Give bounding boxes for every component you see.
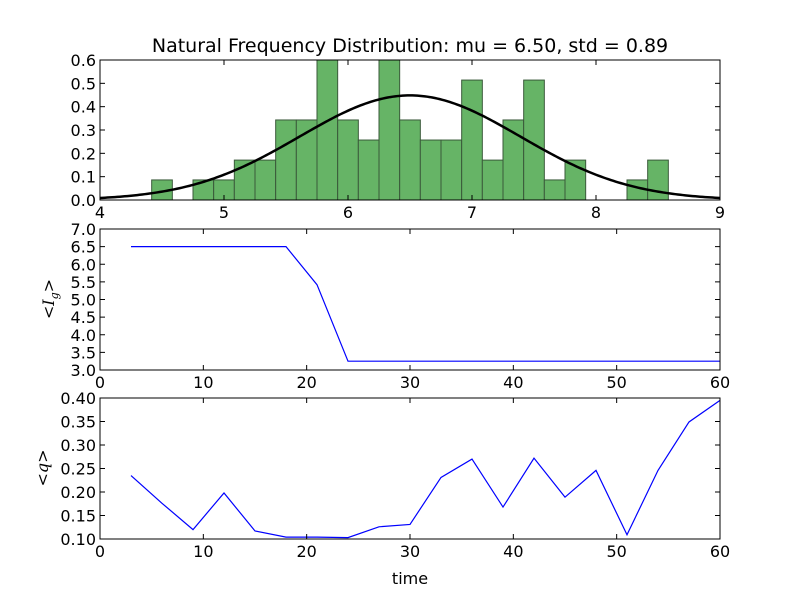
histogram-bar: [543, 179, 566, 201]
y-tick-label: 5.5: [71, 273, 96, 292]
x-tick-label: 6: [343, 203, 353, 222]
axes-frame: [99, 228, 721, 371]
histogram-bar: [357, 139, 380, 201]
histogram-bar: [461, 79, 483, 201]
histogram-bar: [481, 159, 504, 201]
y-axis-label-ig: <Ig>: [39, 279, 61, 319]
histogram-bar: [440, 139, 463, 201]
y-tick-label: 0.40: [60, 389, 96, 408]
ig-panel: 0 10 20 30 40 50 60 3.03.54.04.55.05.56.06.57.0: [71, 220, 731, 392]
histogram-bar: [378, 59, 401, 201]
y-tick-label: 0.6: [71, 51, 96, 70]
x-tick-label: 20: [296, 373, 316, 392]
series-line: [130, 399, 721, 539]
x-tick-label: 0: [95, 542, 105, 561]
y-tick-label: 4.5: [71, 308, 96, 327]
x-tick-label: 0: [95, 373, 105, 392]
x-tick-label: 30: [400, 542, 420, 561]
y-tick-label: 5.0: [71, 291, 96, 310]
histogram-bar: [316, 59, 339, 201]
x-tick-label: 5: [219, 203, 229, 222]
x-tick-label: 60: [710, 542, 730, 561]
y-tick-label: 0.2: [71, 144, 96, 163]
x-tick-label: 30: [400, 373, 420, 392]
y-tick-label: 0.4: [71, 98, 96, 117]
histogram-bar: [275, 119, 297, 201]
histogram-bar: [337, 119, 359, 201]
y-tick-label: 3.0: [71, 361, 96, 380]
x-tick-label: 40: [503, 373, 523, 392]
x-tick-label: 4: [95, 203, 105, 222]
x-tick-label: 9: [715, 203, 725, 222]
chart-title: Natural Frequency Distribution: mu = 6.5…: [152, 35, 668, 57]
y-tick-label: 0.25: [60, 460, 96, 479]
y-tick-label: 0.30: [60, 436, 96, 455]
x-tick-label: 20: [296, 542, 316, 561]
y-tick-label: 0.3: [71, 121, 96, 140]
x-tick-label: 7: [467, 203, 477, 222]
histogram-bar: [419, 139, 442, 201]
histogram-panel: 4 5 6 7 8 9 0.0 0.1 0.2 0.3 0.4 0.5 0.6: [71, 51, 726, 222]
x-tick-label: 60: [710, 373, 730, 392]
y-tick-label: 6.5: [71, 238, 96, 257]
x-tick-label: 10: [193, 373, 213, 392]
q-panel: 0 10 20 30 40 50 60 0.10 0.15 0.20 0.25 0.30 0.35 0.4…: [60, 389, 730, 561]
y-tick-label: 4.0: [71, 326, 96, 345]
x-tick-label: 40: [503, 542, 523, 561]
x-tick-label: 50: [606, 542, 626, 561]
normal-pdf-curve: [99, 94, 721, 200]
histogram-bar: [399, 119, 421, 201]
x-tick-label: 8: [591, 203, 601, 222]
histogram-bar: [254, 159, 277, 201]
y-axis-label-q: <q>: [33, 449, 52, 486]
y-tick-label: 0.35: [60, 413, 96, 432]
y-tick-label: 0.1: [71, 168, 96, 187]
y-tick-label: 0.15: [60, 507, 96, 526]
y-tick-label: 6.0: [71, 255, 96, 274]
y-tick-label: 7.0: [71, 220, 96, 239]
y-tick-label: 0.20: [60, 483, 96, 502]
y-tick-label: 0.5: [71, 74, 96, 93]
x-tick-label: 50: [606, 373, 626, 392]
ig-label-main: <I: [39, 299, 58, 319]
axes-frame: [99, 397, 721, 540]
ig-label-end: >: [39, 279, 58, 292]
x-tick-label: 10: [193, 542, 213, 561]
series-line: [131, 246, 720, 362]
y-tick-label: 3.5: [71, 343, 96, 362]
y-tick-label: 0.0: [71, 191, 96, 210]
ig-label-sub: g: [48, 292, 61, 299]
y-tick-label: 0.10: [60, 530, 96, 549]
x-axis-label-time: time: [392, 569, 428, 588]
